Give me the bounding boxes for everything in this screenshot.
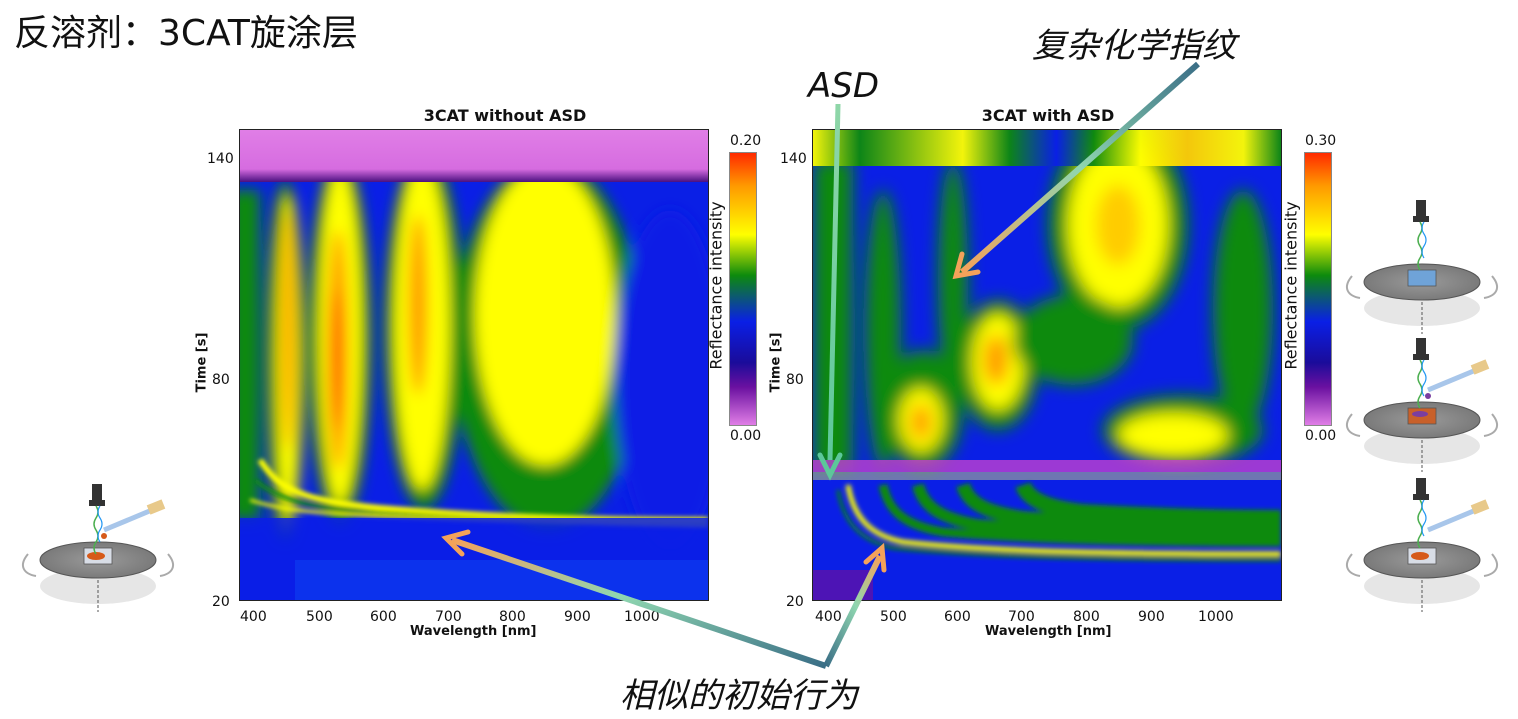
left-xtick-600: 600 (370, 609, 397, 625)
callout-similar: 相似的初始行为 (620, 676, 858, 716)
heatmap-right-asd-line (813, 460, 1281, 472)
right-xtick-700: 700 (1008, 609, 1035, 625)
right-xtick-1000: 1000 (1198, 609, 1234, 625)
spin-coater-icon-right-top (1345, 200, 1499, 334)
similar-arrow-right (823, 542, 887, 668)
right-xtick-600: 600 (944, 609, 971, 625)
left-xtick-400: 400 (240, 609, 267, 625)
left-xtick-500: 500 (306, 609, 333, 625)
colorbar-right-max: 0.30 (1305, 133, 1337, 149)
left-xtick-1000: 1000 (624, 609, 660, 625)
heatmap-right-top-band (813, 130, 1281, 166)
right-ytick-20: 20 (786, 594, 804, 610)
left-xlabel: Wavelength [nm] (410, 624, 537, 639)
colorbar-right-min: 0.00 (1305, 428, 1337, 444)
right-xtick-400: 400 (815, 609, 842, 625)
right-xlabel: Wavelength [nm] (985, 624, 1112, 639)
heatmap-left-bands (240, 150, 708, 550)
left-ytick-80: 80 (212, 372, 230, 388)
right-ytick-140: 140 (780, 151, 807, 167)
left-ytick-140: 140 (207, 151, 234, 167)
chart-title-right: 3CAT with ASD (981, 106, 1115, 125)
spin-coater-icon-right-bottom (1345, 478, 1499, 612)
asd-arrow (817, 103, 843, 481)
right-xtick-900: 900 (1138, 609, 1165, 625)
spin-coater-icon-right-middle (1345, 338, 1499, 472)
left-xtick-800: 800 (499, 609, 526, 625)
heatmap-left-svg (240, 130, 708, 600)
colorbar-left-max: 0.20 (730, 133, 762, 149)
heatmap-right (812, 129, 1282, 601)
right-xtick-500: 500 (880, 609, 907, 625)
colorbar-left-min: 0.00 (730, 428, 762, 444)
callout-fingerprint: 复杂化学指纹 (1032, 26, 1236, 66)
heatmap-right-svg (813, 130, 1281, 600)
right-xtick-800: 800 (1073, 609, 1100, 625)
heatmap-right-fringes (836, 481, 1281, 562)
heatmap-left (239, 129, 709, 601)
right-ytick-80: 80 (786, 372, 804, 388)
left-xtick-900: 900 (564, 609, 591, 625)
spin-coater-icon-left (21, 484, 175, 612)
similar-arrow-left (441, 529, 827, 669)
heatmap-right-blobs (813, 130, 1273, 470)
callout-asd: ASD (808, 66, 880, 106)
slide-title: 反溶剂：3CAT旋涂层 (14, 13, 358, 54)
heatmap-left-purple-top (240, 130, 708, 182)
colorbar-left (729, 152, 757, 426)
fingerprint-arrow (952, 61, 1200, 280)
left-ytick-20: 20 (212, 594, 230, 610)
left-xtick-700: 700 (435, 609, 462, 625)
chart-title-left: 3CAT without ASD (423, 106, 587, 125)
colorbar-right (1304, 152, 1332, 426)
